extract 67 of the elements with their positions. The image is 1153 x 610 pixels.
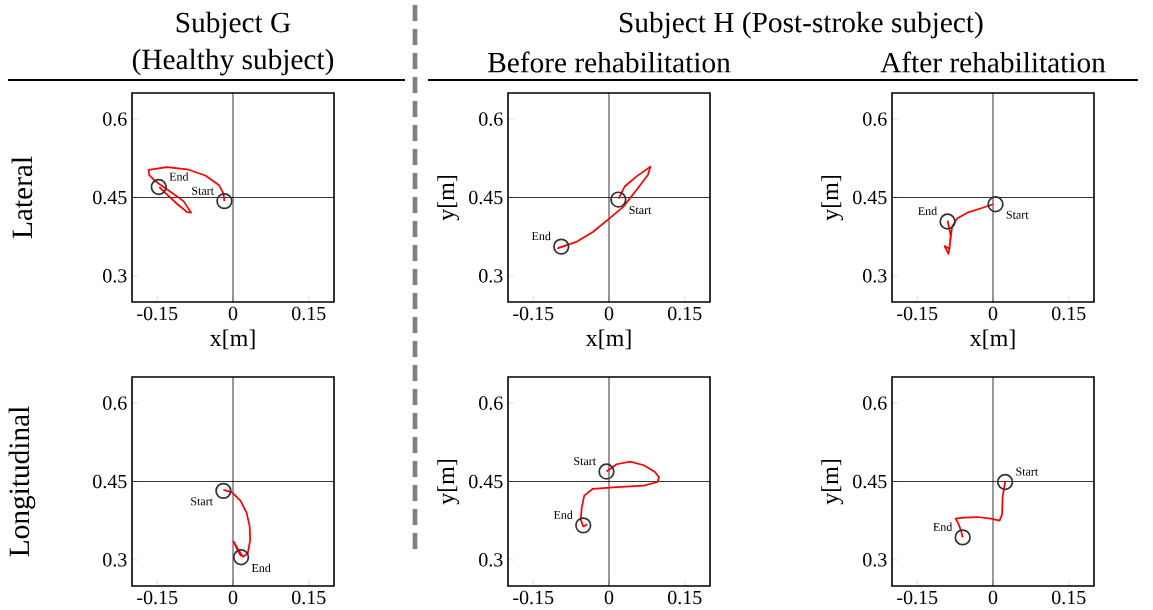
- line-series: [557, 165, 652, 250]
- y-tick-label: 0.6: [103, 112, 127, 126]
- y-tick-label: 0.3: [479, 553, 503, 567]
- y-tick-label: 0.3: [863, 553, 887, 567]
- y-tick-label: 0.3: [103, 553, 127, 567]
- x-tick-label: 0: [988, 590, 998, 605]
- annotation: Start: [629, 205, 652, 215]
- annotation: End: [918, 206, 938, 216]
- x-tick-label: -0.15: [513, 590, 554, 605]
- chart-title: Subject G: [176, 11, 291, 39]
- x-tick-label: 0.15: [292, 306, 326, 321]
- x-tick-label: 0: [228, 590, 238, 605]
- annotation: Start: [1006, 210, 1029, 219]
- x-tick-label: -0.15: [137, 590, 178, 605]
- chart-title: After rehabilitation: [880, 51, 1106, 73]
- x-tick-label: 0.15: [1052, 306, 1086, 321]
- y-tick-label: 0.6: [479, 396, 503, 410]
- x-tick-label: -0.15: [513, 306, 554, 321]
- x-tick-label: 0: [988, 306, 998, 321]
- y-tick-label: 0.45: [93, 190, 127, 205]
- x-axis-title: x[m]: [209, 329, 255, 350]
- x-tick-label: -0.15: [897, 590, 938, 605]
- x-tick-label: 0: [604, 306, 614, 321]
- y-tick-label: 0.6: [103, 396, 127, 410]
- y-tick-label: 0.45: [853, 190, 887, 205]
- line-series: [943, 203, 994, 255]
- x-axis-title: x[m]: [585, 329, 631, 350]
- annotation: End: [933, 522, 953, 531]
- y-tick-label: 0.3: [103, 269, 127, 283]
- y-axis-title: y[m]: [821, 459, 844, 505]
- y-axis-title: y[m]: [821, 175, 844, 221]
- x-tick-label: 0.15: [668, 590, 702, 605]
- y-tick-label: 0.6: [863, 396, 887, 410]
- annotation: End: [531, 231, 551, 241]
- y-tick-label: 0.45: [853, 474, 887, 489]
- x-tick-label: 0.15: [668, 306, 702, 321]
- x-tick-label: 0: [604, 590, 614, 605]
- x-tick-label: 0: [228, 306, 238, 321]
- annotation: Start: [1016, 467, 1039, 476]
- y-tick-label: 0.45: [93, 474, 127, 489]
- y-tick-label: 0.6: [479, 112, 503, 126]
- text: Subject H (Post-stroke subject): [619, 11, 983, 39]
- x-tick-label: 0.15: [292, 590, 326, 605]
- x-tick-label: -0.15: [897, 306, 938, 321]
- line-series: [222, 488, 252, 558]
- x-axis-title: x[m]: [969, 329, 1015, 350]
- y-tick-label: 0.6: [863, 112, 887, 126]
- annotation: Start: [574, 457, 597, 466]
- text: Lateral: [11, 156, 33, 239]
- y-tick-label: 0.3: [863, 269, 887, 283]
- x-tick-label: 0.15: [1052, 590, 1086, 605]
- annotation: End: [169, 172, 189, 181]
- chart-subtitle: (Healthy subject): [132, 48, 334, 76]
- line-series: [147, 166, 226, 214]
- annotation: End: [251, 563, 271, 573]
- y-axis-title: y[m]: [437, 175, 460, 221]
- annotation: Start: [192, 186, 214, 195]
- y-tick-label: 0.3: [479, 269, 503, 283]
- y-tick-label: 0.45: [469, 190, 503, 205]
- chart-subtitle: Before rehabilitation: [488, 51, 731, 73]
- y-axis-title: y[m]: [437, 459, 460, 505]
- y-tick-label: 0.45: [469, 474, 503, 489]
- x-tick-label: -0.15: [137, 306, 178, 321]
- annotation: Start: [191, 497, 213, 506]
- annotation: End: [553, 510, 573, 519]
- text: Longitudinal: [8, 406, 36, 557]
- line-series: [954, 481, 1006, 539]
